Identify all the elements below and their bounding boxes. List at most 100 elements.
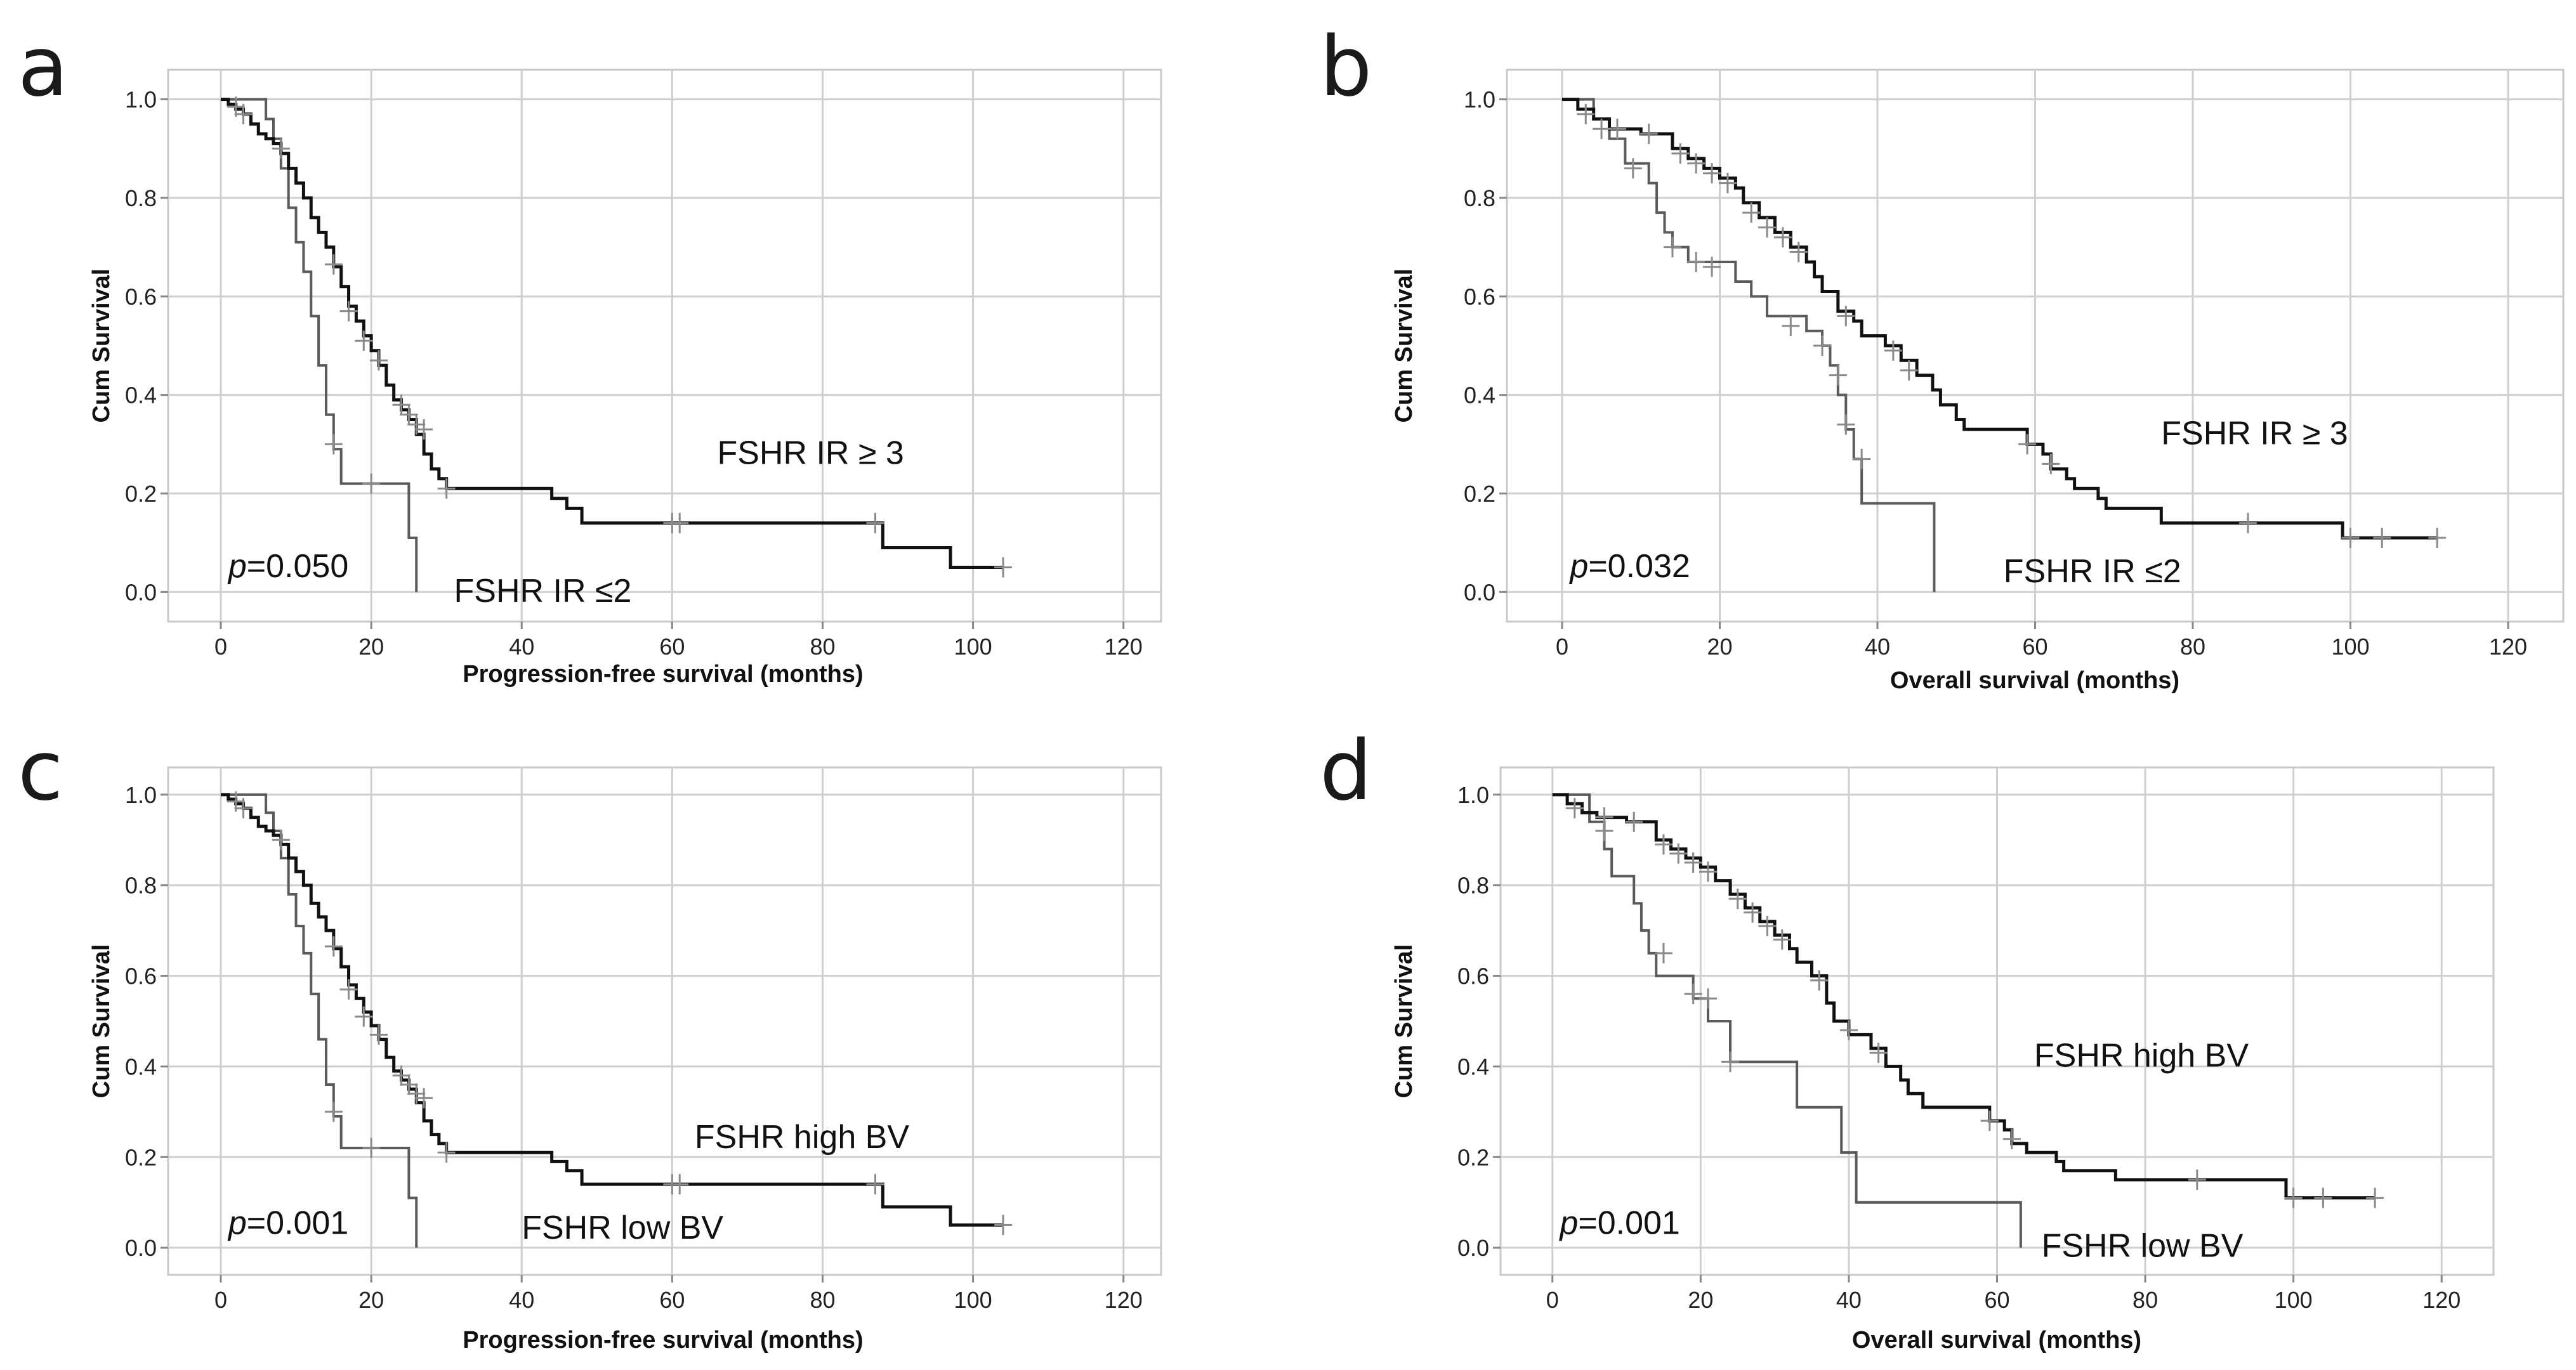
- x-tick-label: 60: [659, 1287, 685, 1313]
- censor-mark: [1869, 1043, 1888, 1063]
- censor-mark: [1728, 889, 1747, 910]
- censor-mark: [1721, 1052, 1740, 1073]
- censor-mark: [362, 473, 381, 494]
- censor-mark: [2042, 453, 2060, 474]
- censor-mark: [415, 419, 433, 440]
- panel-d: d 0 20 40 60 80 100 120 0.0 0.2 0.4 0.6 0.8 1.0 FSH…: [1320, 722, 2495, 1354]
- plot-area-c: [167, 766, 1162, 1276]
- y-tick-label: 0.0: [125, 579, 157, 605]
- y-tick-label: 0.2: [125, 481, 157, 507]
- censor-mark: [1773, 929, 1791, 950]
- censor-mark: [1703, 163, 1721, 184]
- censor-mark: [369, 350, 388, 371]
- panel-letter-d: d: [1320, 722, 1372, 819]
- panel-c: c 0 20 40 60 80 100 120 0.0 0.2 0.4 0.6 0.8 1.0 FSH…: [18, 722, 1162, 1354]
- x-tick-label: 40: [1836, 1287, 1862, 1313]
- x-axis-title-c: Progression-free survival (months): [463, 1327, 863, 1354]
- y-tick-label: 0.6: [125, 963, 157, 989]
- censor-mark: [1839, 1020, 1858, 1041]
- censor-mark: [1671, 143, 1690, 164]
- x-tick-label: 80: [810, 634, 835, 660]
- y-tick-label: 0.2: [1464, 481, 1495, 507]
- censor-mark: [362, 1138, 381, 1158]
- censor-mark: [400, 404, 418, 425]
- x-axis-title-b: Overall survival (months): [1890, 667, 2179, 694]
- series-label-b-2: FSHR IR ≤2: [2004, 553, 2181, 590]
- y-axis-title-a: Cum Survival: [88, 269, 115, 423]
- y-tick-label: 0.4: [125, 1054, 157, 1080]
- censor-mark: [1699, 861, 1718, 882]
- censor-mark: [994, 557, 1013, 578]
- series-label-c-2: FSHR low BV: [522, 1210, 723, 1246]
- p-value-a: p=0.050: [227, 548, 348, 585]
- y-tick-label: 0.6: [1457, 963, 1489, 989]
- censor-mark: [369, 1024, 388, 1045]
- censor-mark: [407, 1083, 426, 1104]
- censor-mark: [866, 1174, 884, 1195]
- censor-mark: [866, 512, 884, 533]
- km-curve-c-2: [220, 793, 418, 1248]
- censor-mark: [355, 1006, 373, 1027]
- censor-mark: [1640, 123, 1658, 144]
- censor-mark: [272, 830, 290, 851]
- censor-mark: [400, 1074, 418, 1095]
- censor-mark: [324, 936, 343, 957]
- x-tick-label: 60: [659, 634, 685, 660]
- x-tick-label: 100: [2331, 634, 2369, 660]
- censor-mark: [1684, 852, 1702, 873]
- censor-mark: [1654, 834, 1672, 855]
- x-tick-label: 100: [954, 1287, 992, 1313]
- censor-mark: [2366, 1187, 2384, 1208]
- censor-mark: [437, 478, 456, 499]
- series-label-a-2: FSHR IR ≤2: [454, 573, 632, 610]
- y-tick-label: 0.6: [1464, 284, 1495, 310]
- censor-mark: [415, 1088, 433, 1109]
- y-axis-title-c: Cum Survival: [88, 944, 115, 1099]
- censor-mark: [2428, 527, 2447, 548]
- censor-mark: [1684, 984, 1702, 1005]
- km-curve-a-2: [220, 98, 418, 592]
- km-curve-d-2: [1552, 793, 2022, 1248]
- censor-mark: [1837, 306, 1855, 327]
- y-tick-label: 0.8: [1464, 185, 1495, 211]
- censor-mark: [1654, 943, 1672, 963]
- x-tick-label: 60: [1984, 1287, 2009, 1313]
- censor-mark: [2002, 1128, 2021, 1149]
- censor-mark: [1625, 811, 1643, 832]
- x-tick-label: 20: [1707, 634, 1732, 660]
- censor-mark: [339, 979, 358, 1000]
- series-label-a-1: FSHR IR ≥ 3: [717, 434, 904, 471]
- y-tick-label: 0.2: [125, 1144, 157, 1170]
- censor-mark: [1744, 902, 1762, 923]
- x-tick-label: 120: [1105, 1287, 1143, 1313]
- x-tick-label: 20: [358, 1287, 384, 1313]
- x-tick-label: 20: [1688, 1287, 1713, 1313]
- y-tick-label: 0.8: [1457, 873, 1489, 899]
- x-tick-label: 80: [810, 1287, 835, 1313]
- y-tick-label: 0.8: [125, 873, 157, 899]
- x-tick-label: 0: [1546, 1287, 1559, 1313]
- series-label-d-2: FSHR low BV: [2042, 1227, 2244, 1264]
- x-tick-label: 80: [2132, 1287, 2158, 1313]
- panel-letter-a: a: [18, 18, 69, 115]
- censor-mark: [437, 1142, 456, 1163]
- km-curve-a-1: [220, 98, 1004, 570]
- y-tick-label: 1.0: [125, 782, 157, 808]
- censor-mark: [1782, 315, 1800, 336]
- censor-mark: [272, 138, 290, 159]
- censor-mark: [324, 434, 343, 455]
- censor-mark: [2341, 527, 2360, 548]
- censor-mark: [1742, 202, 1761, 223]
- x-tick-label: 40: [509, 634, 534, 660]
- censor-mark: [1853, 448, 1871, 469]
- censor-mark: [994, 1215, 1013, 1236]
- censor-mark: [1687, 251, 1705, 272]
- p-value-c: p=0.001: [227, 1205, 348, 1242]
- censor-mark: [1980, 1111, 1999, 1132]
- panel-b: b 0 20 40 60 80 100 120 0.0 0.2 0.4 0.6 0.8 1.0 FSH…: [1320, 18, 2565, 694]
- km-curve-b-1: [1561, 98, 2438, 540]
- y-tick-label: 0.6: [125, 284, 157, 310]
- censor-mark: [2314, 1187, 2332, 1208]
